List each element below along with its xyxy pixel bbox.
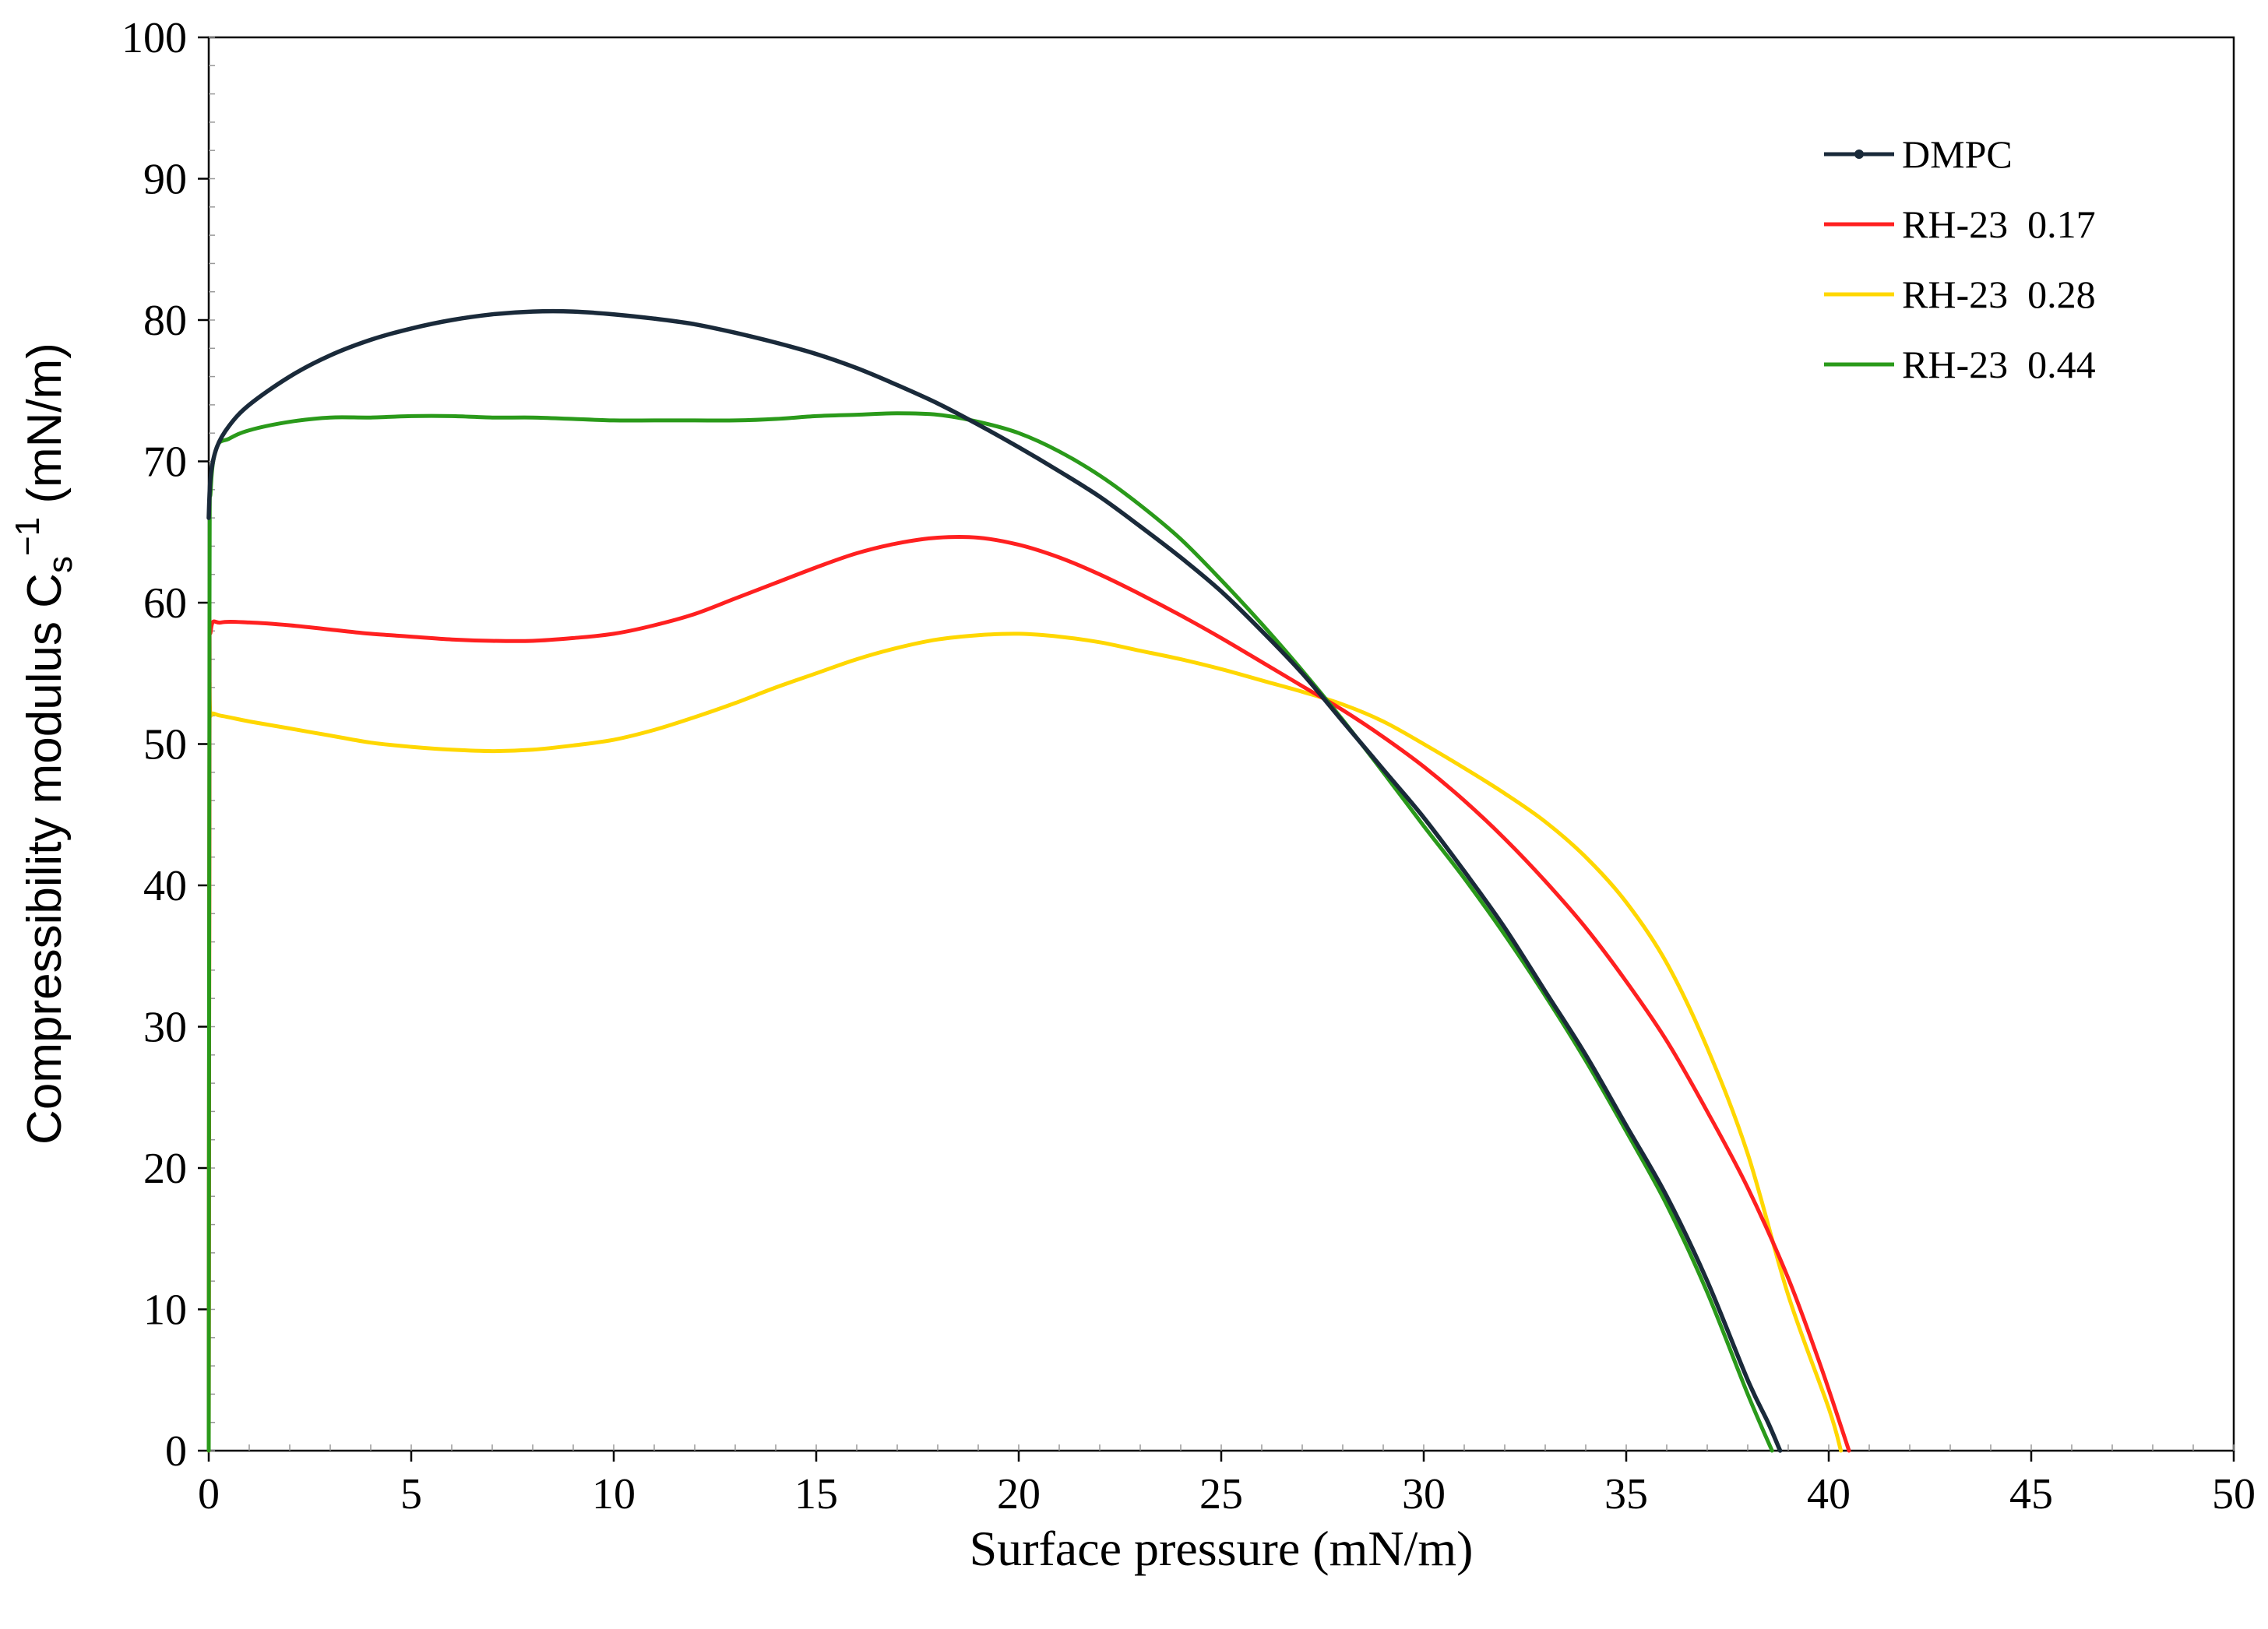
x-tick-label: 5 (400, 1470, 422, 1518)
y-tick-label: 30 (143, 1004, 187, 1052)
x-tick-label: 40 (1807, 1470, 1851, 1518)
x-tick-label: 20 (997, 1470, 1041, 1518)
x-tick-label: 0 (198, 1470, 220, 1518)
legend: DMPC RH-23 0.17 RH-23 0.28 RH-23 0.44 (1824, 132, 2096, 386)
y-axis-ticks: 0 10 20 30 40 50 60 70 80 90 100 (122, 14, 209, 1476)
y-tick-label: 0 (165, 1427, 187, 1476)
x-tick-label: 50 (2212, 1470, 2256, 1518)
y-tick-label: 80 (143, 297, 187, 345)
y-axis-title: Compressibility modulus Cs−1 (mN/m) (9, 343, 79, 1145)
x-tick-label: 45 (2009, 1470, 2053, 1518)
y-tick-label: 60 (143, 579, 187, 628)
y-tick-label: 20 (143, 1145, 187, 1193)
y-axis-title-main: Compressibility modulus C (18, 573, 72, 1145)
series-line-dmpc (206, 308, 1783, 1453)
series-line-rh-23-0-44 (206, 411, 1774, 1453)
legend-label-rh-23-0-44: RH-23 0.44 (1902, 343, 2096, 386)
series-lines (206, 308, 1851, 1453)
x-tick-label: 15 (794, 1470, 838, 1518)
x-axis-ticks: 0 5 10 15 20 25 30 35 40 45 50 (198, 1451, 2256, 1518)
series-line-rh-23-0-28 (206, 632, 1844, 1453)
y-tick-label: 90 (143, 156, 187, 204)
x-axis-title: Surface pressure (mN/m) (970, 1521, 1474, 1576)
y-axis-title-unit: (mN/m) (18, 343, 72, 517)
y-tick-label: 70 (143, 438, 187, 487)
y-tick-label: 100 (122, 14, 187, 62)
legend-label-rh-23-0-17: RH-23 0.17 (1902, 202, 2096, 246)
y-axis-title-subscript: s (41, 556, 79, 573)
x-tick-label: 25 (1199, 1470, 1243, 1518)
svg-text:Compressibility modulus Cs−1 (: Compressibility modulus Cs−1 (mN/m) (9, 343, 79, 1145)
y-axis-title-superscript: −1 (9, 517, 47, 556)
y-tick-label: 50 (143, 721, 187, 769)
x-tick-label: 35 (1604, 1470, 1648, 1518)
series-line-rh-23-0-17 (206, 534, 1851, 1453)
legend-label-dmpc: DMPC (1902, 132, 2013, 176)
legend-marker-dmpc (1854, 150, 1864, 159)
legend-label-rh-23-0-28: RH-23 0.28 (1902, 273, 2096, 316)
y-tick-label: 40 (143, 862, 187, 910)
y-tick-label: 10 (143, 1286, 187, 1335)
x-tick-label: 10 (592, 1470, 636, 1518)
x-tick-label: 30 (1402, 1470, 1446, 1518)
